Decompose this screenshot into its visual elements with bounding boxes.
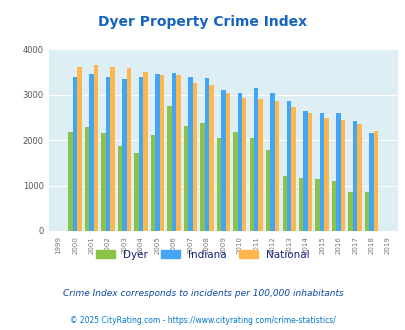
Bar [192, 83, 196, 231]
Bar [265, 150, 270, 231]
Bar [126, 68, 131, 231]
Bar [241, 98, 246, 231]
Bar [77, 67, 81, 231]
Bar [249, 138, 254, 231]
Text: Dyer Property Crime Index: Dyer Property Crime Index [98, 15, 307, 29]
Bar [68, 132, 72, 231]
Bar [274, 101, 279, 231]
Bar [101, 133, 106, 231]
Bar [270, 93, 274, 231]
Bar [307, 113, 311, 231]
Bar [183, 126, 188, 231]
Bar [369, 133, 373, 231]
Bar [225, 93, 229, 231]
Bar [221, 90, 225, 231]
Bar [373, 131, 377, 231]
Text: Crime Index corresponds to incidents per 100,000 inhabitants: Crime Index corresponds to incidents per… [62, 289, 343, 298]
Bar [171, 73, 176, 231]
Bar [291, 107, 295, 231]
Bar [315, 179, 319, 231]
Bar [340, 120, 344, 231]
Bar [155, 74, 159, 231]
Bar [331, 181, 335, 231]
Bar [352, 121, 356, 231]
Bar [167, 106, 171, 231]
Bar [216, 138, 221, 231]
Bar [356, 124, 361, 231]
Bar [110, 67, 114, 231]
Bar [324, 118, 328, 231]
Bar [282, 176, 286, 231]
Bar [258, 99, 262, 231]
Bar [139, 77, 143, 231]
Text: © 2025 CityRating.com - https://www.cityrating.com/crime-statistics/: © 2025 CityRating.com - https://www.city… [70, 315, 335, 325]
Bar [150, 135, 155, 231]
Bar [237, 93, 241, 231]
Bar [298, 178, 303, 231]
Bar [85, 127, 89, 231]
Bar [143, 72, 147, 231]
Bar [188, 77, 192, 231]
Bar [89, 74, 94, 231]
Bar [72, 77, 77, 231]
Bar [286, 101, 291, 231]
Bar [134, 152, 139, 231]
Bar [117, 146, 122, 231]
Bar [319, 113, 324, 231]
Bar [106, 77, 110, 231]
Bar [94, 65, 98, 231]
Bar [200, 122, 204, 231]
Bar [303, 111, 307, 231]
Bar [159, 75, 164, 231]
Bar [254, 87, 258, 231]
Bar [232, 132, 237, 231]
Bar [122, 79, 126, 231]
Bar [209, 85, 213, 231]
Bar [176, 75, 180, 231]
Legend: Dyer, Indiana, National: Dyer, Indiana, National [92, 246, 313, 264]
Bar [204, 78, 209, 231]
Bar [347, 192, 352, 231]
Bar [364, 192, 369, 231]
Bar [335, 113, 340, 231]
